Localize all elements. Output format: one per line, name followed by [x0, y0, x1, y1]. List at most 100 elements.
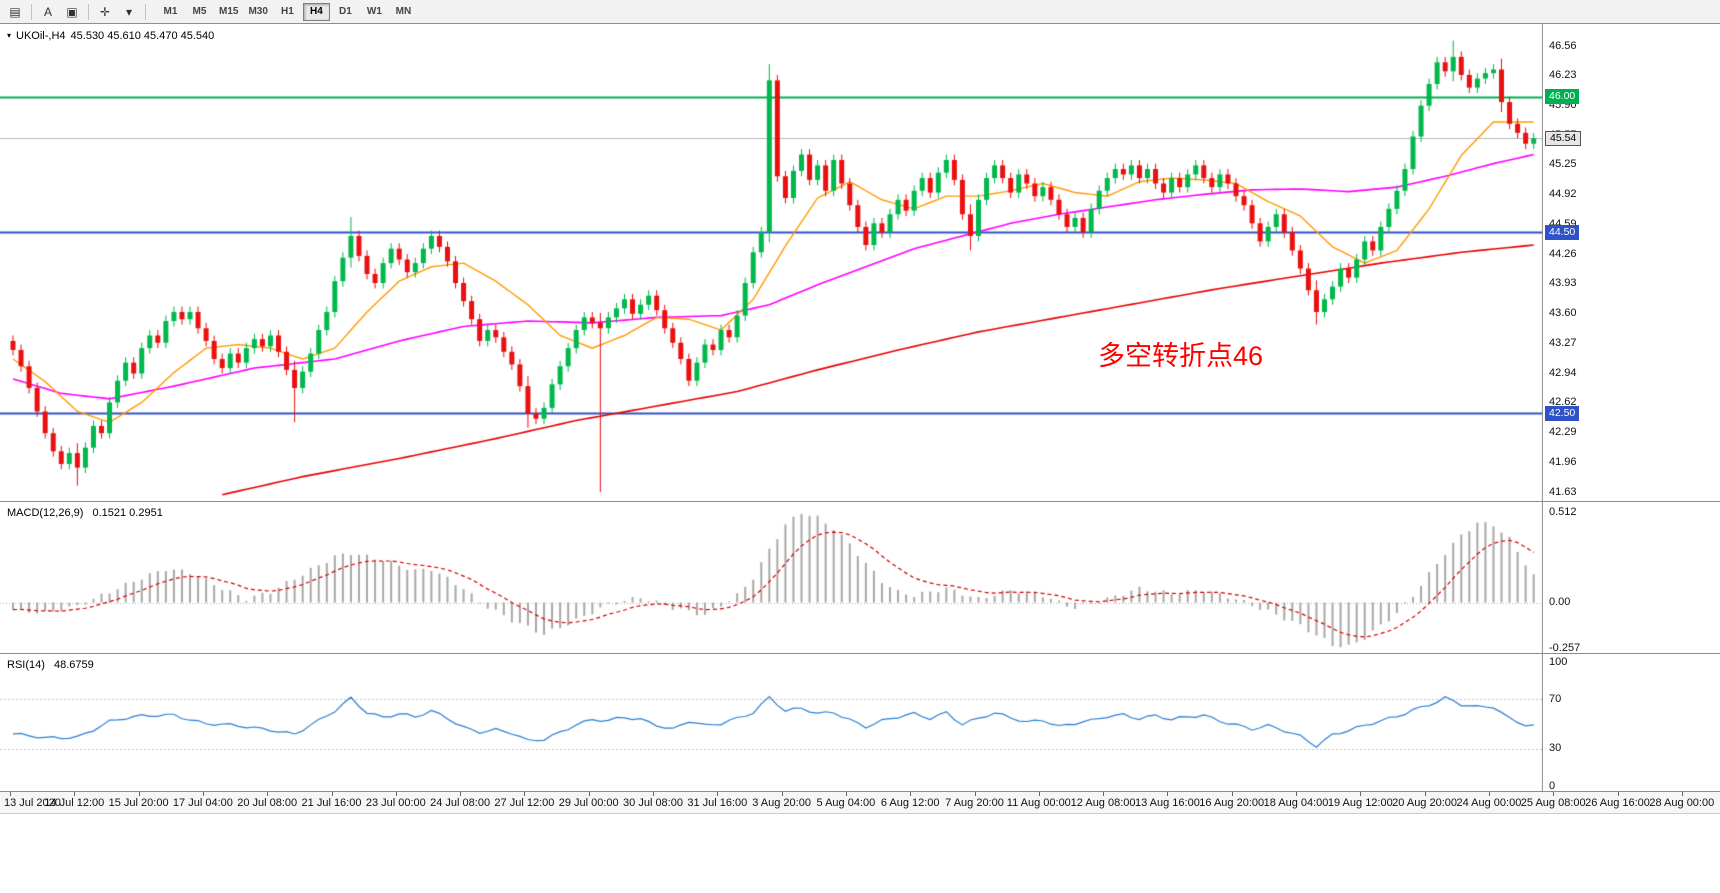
- timeframe-button-h4[interactable]: H4: [302, 2, 330, 21]
- time-axis-tick: [1231, 792, 1233, 796]
- timeframe-button-m5[interactable]: M5: [192, 6, 207, 17]
- macd-scale-label: 0.512: [1549, 505, 1577, 518]
- time-axis-label: 21 Jul 16:00: [301, 797, 362, 809]
- time-axis-tick: [781, 792, 783, 796]
- time-axis-tick: [331, 792, 333, 796]
- price-scale-label: 44.26: [1549, 247, 1577, 260]
- time-axis-tick: [202, 792, 204, 796]
- macd-scale[interactable]: 0.512 0.00 -0.257: [1543, 502, 1720, 654]
- grid-icon[interactable]: ▤: [9, 4, 21, 19]
- rsi-scale-label: 0: [1549, 779, 1556, 792]
- timeframe-button-m15[interactable]: M15: [219, 6, 239, 17]
- time-axis-label: 16 Aug 20:00: [1199, 797, 1265, 809]
- time-axis-label: 13 Aug 16:00: [1134, 797, 1200, 809]
- crosshair-icon[interactable]: ✛: [99, 4, 111, 19]
- timeframe-button-h1[interactable]: H1: [281, 6, 294, 17]
- rsi-scale[interactable]: 100 70 30 0: [1543, 654, 1720, 792]
- price-scale-label: 42.62: [1549, 395, 1577, 408]
- price-scale-label: 43.60: [1549, 307, 1577, 320]
- time-axis-tick: [267, 792, 269, 796]
- timeframe-button-d1[interactable]: D1: [339, 6, 352, 17]
- time-axis-tick: [1296, 792, 1297, 796]
- toolbar-separator: [88, 3, 89, 20]
- macd-indicator-values: 0.1521 0.2951: [92, 507, 163, 519]
- time-axis-label: 14 Jul 12:00: [44, 797, 105, 809]
- resistance-line-price-tag: 46.00: [1545, 89, 1580, 105]
- time-axis-label: 26 Aug 16:00: [1585, 797, 1650, 809]
- rsi-indicator-value: 48.6759: [53, 659, 94, 671]
- price-scale-label: 41.96: [1549, 455, 1577, 468]
- support-line-price-tag: 44.50: [1545, 224, 1580, 240]
- time-axis-label: 23 Jul 00:00: [365, 797, 426, 809]
- time-axis-label: 15 Jul 20:00: [108, 797, 169, 809]
- rsi-scale-label: 30: [1549, 742, 1562, 755]
- time-axis-label: 20 Jul 08:00: [237, 797, 298, 809]
- time-axis-label: 19 Aug 12:00: [1327, 797, 1393, 809]
- rsi-pane: RSI(14) 48.6759 100 70 30 0: [0, 654, 1720, 792]
- price-scale-label: 46.23: [1549, 69, 1577, 82]
- time-axis-tick: [1424, 792, 1426, 796]
- time-axis-tick: [524, 792, 526, 796]
- toolbar-separator: [145, 3, 146, 20]
- price-scale-label: 43.27: [1549, 337, 1577, 350]
- time-axis-tick: [395, 792, 397, 796]
- price-scale-label: 45.25: [1549, 158, 1577, 170]
- price-scale-label: 42.94: [1549, 366, 1577, 379]
- macd-label: MACD(12,26,9) 0.1521 0.2951: [7, 507, 163, 519]
- price-scale-label: 42.29: [1549, 425, 1577, 438]
- time-axis-tick: [74, 792, 76, 796]
- time-axis-tick: [1617, 792, 1619, 796]
- time-axis-label: 11 Aug 00:00: [1006, 797, 1071, 809]
- time-axis-label: 20 Aug 20:00: [1392, 797, 1458, 809]
- price-scale-label: 44.92: [1549, 187, 1577, 200]
- dropdown-arrow-icon[interactable]: ▾: [125, 4, 133, 19]
- chart-title: ▾ UKOil-,H4 45.530 45.610 45.470 45.540: [7, 30, 214, 42]
- timeframe-button-m1[interactable]: M1: [163, 6, 178, 17]
- chart-menu-icon[interactable]: ▾: [7, 31, 12, 40]
- rsi-scale-label: 70: [1549, 692, 1562, 705]
- price-scale[interactable]: 46.5646.2345.9045.5745.2544.9244.5944.26…: [1543, 24, 1720, 501]
- time-axis-tick: [1681, 792, 1683, 796]
- current-price-tag: 45.54: [1545, 130, 1582, 146]
- time-axis-label: 24 Aug 00:00: [1456, 797, 1522, 809]
- time-axis-tick: [845, 792, 847, 796]
- timeframe-button-mn[interactable]: MN: [395, 6, 412, 17]
- price-scale-label: 41.63: [1549, 485, 1577, 498]
- main-chart-canvas[interactable]: [0, 24, 1543, 501]
- rsi-canvas[interactable]: [0, 654, 1543, 791]
- time-axis-tick: [588, 792, 590, 796]
- rsi-scale-label: 100: [1549, 655, 1568, 668]
- macd-canvas[interactable]: [0, 502, 1543, 653]
- time-axis-tick: [910, 792, 912, 796]
- toolbar-separator: [31, 3, 32, 20]
- time-axis-label: 28 Aug 00:00: [1649, 797, 1715, 809]
- chart-symbol-label: UKOil-,H4: [16, 30, 66, 42]
- time-axis-label: 7 Aug 20:00: [945, 797, 1004, 809]
- macd-pane: MACD(12,26,9) 0.1521 0.2951 0.512 0.00 -0.…: [0, 502, 1720, 654]
- time-axis-tick: [1488, 792, 1490, 796]
- frame-tool-icon[interactable]: ▣: [66, 4, 78, 19]
- rsi-indicator-name: RSI(14): [7, 659, 45, 671]
- time-axis-label: 3 Aug 20:00: [752, 797, 811, 809]
- chart-ohlc-values: 45.530 45.610 45.470 45.540: [70, 30, 215, 42]
- time-axis-label: 13 Jul 2020: [4, 797, 61, 809]
- time-axis-label: 30 Jul 08:00: [623, 797, 683, 809]
- time-axis-tick: [974, 792, 976, 796]
- time-axis-label: 29 Jul 00:00: [558, 797, 619, 809]
- timeframe-button-w1[interactable]: W1: [366, 6, 382, 17]
- chart-annotation: 多空转折点46: [1098, 341, 1264, 371]
- timeframe-button-m30[interactable]: M30: [248, 6, 268, 17]
- timeframe-toolbar: M1 M5 M15 M30 H1 H4 D1 W1 MN: [156, 2, 418, 21]
- main-chart-pane: ▾ UKOil-,H4 45.530 45.610 45.470 45.540 …: [0, 24, 1720, 502]
- time-axis[interactable]: 13 Jul 2020 14 Jul 12:00 15 Jul 20:00 17 Ju…: [0, 792, 1720, 814]
- time-axis-label: 12 Aug 08:00: [1070, 797, 1136, 809]
- time-axis-label: 17 Jul 04:00: [172, 797, 233, 809]
- macd-scale-label: -0.257: [1549, 641, 1581, 654]
- time-axis-label: 25 Aug 08:00: [1520, 797, 1586, 809]
- time-axis-tick: [1103, 792, 1105, 796]
- text-annotation-icon[interactable]: A: [43, 4, 52, 19]
- time-axis-label: 6 Aug 12:00: [880, 797, 940, 809]
- toolbar-icons: ▤ A ▣ ✛ ▾: [3, 2, 141, 22]
- toolbar: ▤ A ▣ ✛ ▾ M1 M5 M15 M30 H1 H4 D1 W1 MN: [0, 0, 1720, 24]
- time-axis-tick: [1038, 792, 1040, 796]
